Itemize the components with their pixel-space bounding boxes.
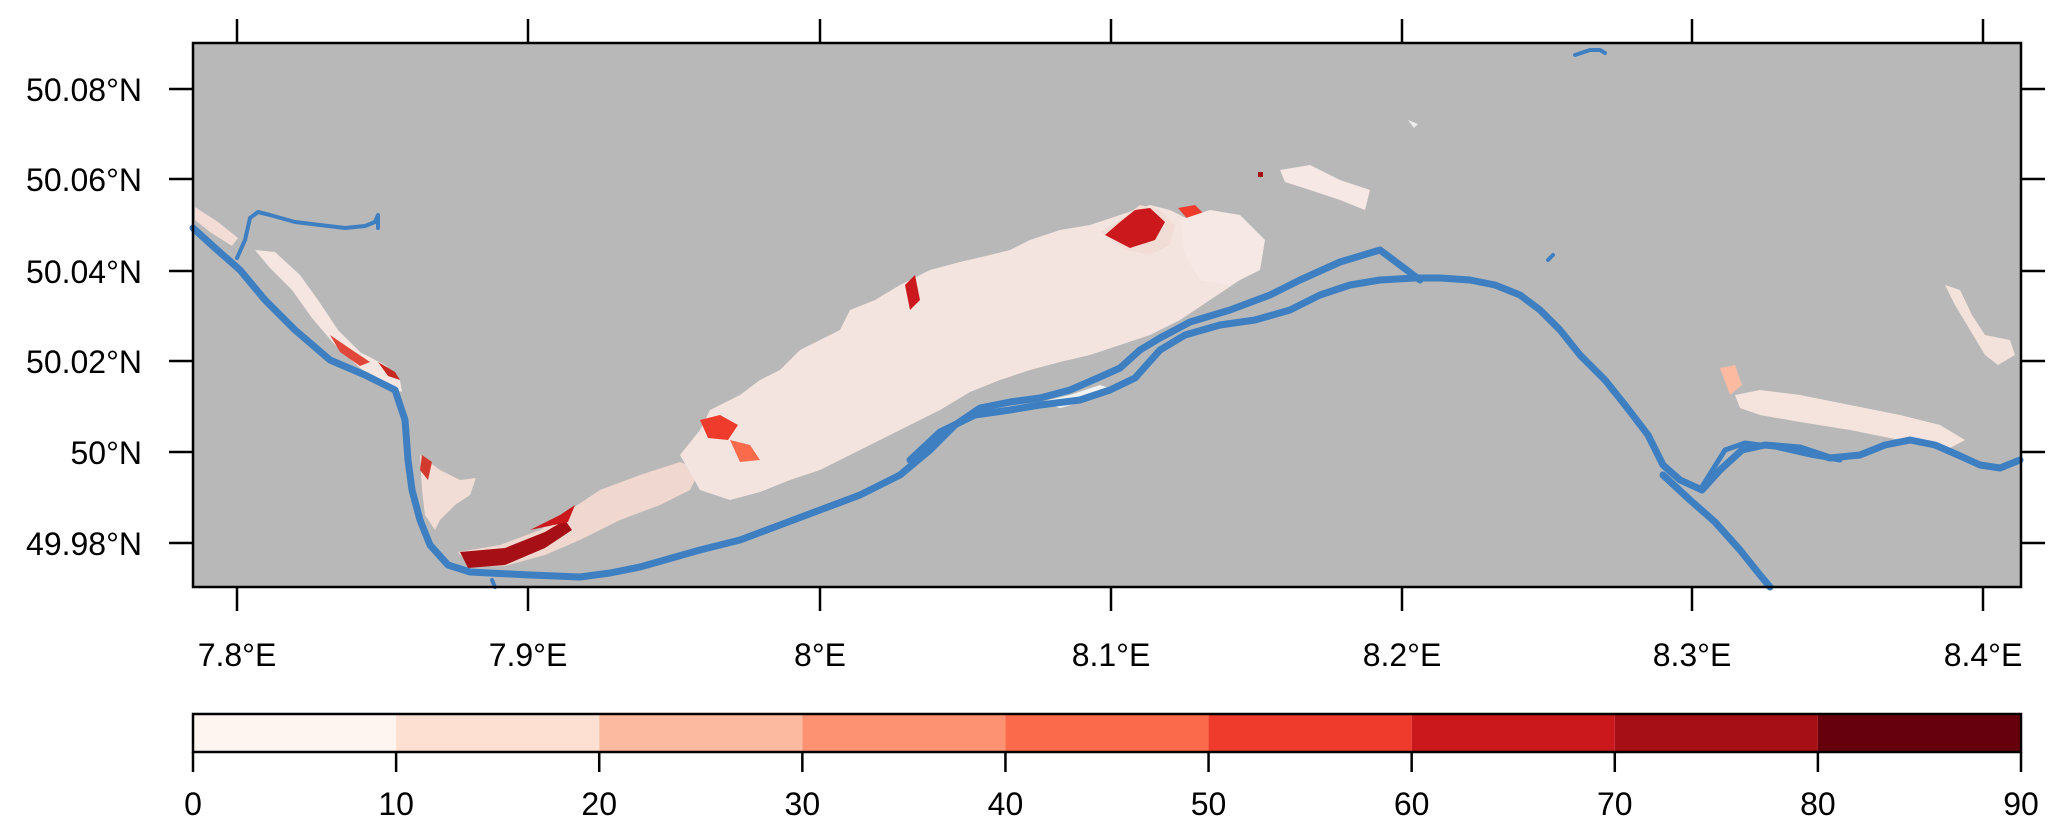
- colorbar-tick-label: 40: [988, 786, 1024, 822]
- colorbar-tick-label: 0: [184, 786, 202, 822]
- parcel-south: [458, 462, 700, 567]
- colorbar-bin: [1208, 714, 1412, 752]
- map-frame: [191, 41, 2023, 589]
- parcel-bend: [420, 455, 476, 530]
- parcel-belt-red-3: [905, 275, 920, 310]
- lat-label: 50°N: [71, 435, 143, 471]
- parcel-north-dark: [1105, 208, 1165, 248]
- river-main-west: [189, 224, 1424, 581]
- lat-label: 50.06°N: [26, 162, 142, 198]
- parcel-northeast-red: [1258, 172, 1263, 177]
- colorbar-tick-label: 90: [2003, 786, 2039, 822]
- lon-labels: 7.8°E 7.9°E 8°E 8.1°E 8.2°E 8.3°E 8.4°E: [198, 637, 2023, 673]
- parcel-west-red: [330, 335, 370, 366]
- river-east-branch: [1697, 440, 1843, 493]
- river-tributary-north: [235, 210, 380, 260]
- parcel-west-red-2: [378, 362, 400, 380]
- colorbar-bin: [599, 714, 803, 752]
- colorbar-bin: [396, 714, 600, 752]
- lon-label: 8.2°E: [1363, 637, 1442, 673]
- parcel-bend-red: [420, 455, 432, 480]
- colorbar-tick-label: 80: [1800, 786, 1836, 822]
- lon-label: 7.9°E: [489, 637, 568, 673]
- parcel-northeast-speck: [1408, 120, 1418, 128]
- colorbar-tick-label: 30: [785, 786, 821, 822]
- colorbar-bin: [1411, 714, 1615, 752]
- colorbar-tick-label: 60: [1394, 786, 1430, 822]
- river-south-east: [1659, 471, 1774, 591]
- parcel-west-strip: [195, 207, 238, 246]
- lat-label: 49.98°N: [26, 526, 142, 562]
- parcel-east-2: [1735, 390, 1965, 448]
- lat-label: 50.04°N: [26, 254, 142, 290]
- colorbar-tick-label: 20: [581, 786, 617, 822]
- colorbar-bin: [802, 714, 1006, 752]
- parcel-main-belt: [680, 205, 1260, 500]
- colorbar-tick-label: 50: [1191, 786, 1227, 822]
- colorbar-tick-label: 10: [378, 786, 414, 822]
- colorbar-bin: [1614, 714, 1818, 752]
- parcel-west-strip-2: [255, 250, 402, 392]
- lon-label: 8.4°E: [1944, 637, 2023, 673]
- river-main-channel: [906, 274, 2024, 494]
- parcel-layer: [195, 120, 2015, 568]
- parcel-east-1: [1720, 365, 1742, 395]
- colorbar: [193, 714, 2021, 752]
- lon-label: 8°E: [794, 637, 846, 673]
- lon-label: 8.3°E: [1653, 637, 1732, 673]
- lat-label: 50.02°N: [26, 344, 142, 380]
- parcel-south-dark: [460, 520, 572, 568]
- colorbar-frame: [191, 712, 2023, 754]
- parcel-north-fan: [1180, 210, 1265, 285]
- lon-ticks: [235, 19, 1985, 611]
- colorbar-tick-label: 70: [1597, 786, 1633, 822]
- lon-label: 7.8°E: [198, 637, 277, 673]
- parcel-northeast: [1280, 165, 1370, 210]
- colorbar-bin: [1817, 714, 2021, 752]
- colorbar-bin: [193, 714, 397, 752]
- parcel-south-red: [530, 505, 575, 530]
- lon-label: 8.1°E: [1072, 637, 1151, 673]
- river-north-hook: [1573, 48, 1607, 57]
- river-layer: [189, 48, 2024, 591]
- colorbar-ticks: [191, 752, 2023, 772]
- lat-ticks: [169, 87, 2045, 545]
- colorbar-bin: [1005, 714, 1209, 752]
- parcel-belt-red-1: [700, 415, 738, 440]
- lat-labels: 50.08°N 50.06°N 50.04°N 50.02°N 50°N 49.…: [26, 72, 142, 562]
- parcel-belt-red-2: [730, 440, 760, 462]
- river-small-segment: [1546, 253, 1555, 262]
- parcel-east-3: [1945, 285, 2015, 365]
- colorbar-labels: 0 10 20 30 40 50 60 70 80 90: [184, 786, 2039, 822]
- lat-label: 50.08°N: [26, 72, 142, 108]
